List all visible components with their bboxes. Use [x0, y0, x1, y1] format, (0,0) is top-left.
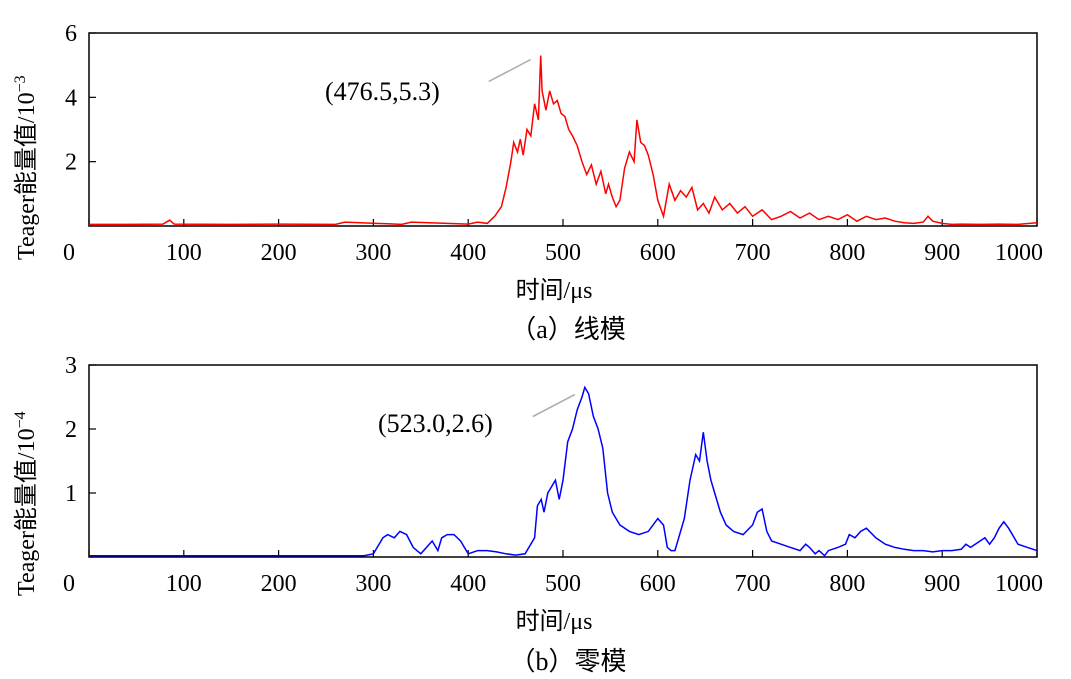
x-tick-label: 200 [261, 571, 297, 597]
y-tick-label: 2 [65, 150, 77, 176]
y-axis-label-b: Teager能量值/10−4 [12, 411, 40, 596]
x-tick-label: 900 [924, 240, 960, 266]
x-tick-label: 800 [829, 240, 865, 266]
x-tick-label: 1000 [995, 240, 1043, 266]
y-axis-label-a: Teager能量值/10−3 [12, 75, 40, 260]
annotation-leader-a [488, 58, 532, 83]
caption-a: （a）线模 [510, 315, 626, 344]
x-axis-label-b: 时间/μs [516, 608, 593, 635]
x-tick-label: 500 [545, 240, 581, 266]
x-tick-label: 300 [355, 571, 391, 597]
y-ticks-b: 1 2 3 [65, 353, 96, 507]
x-tick-label: 300 [355, 240, 391, 266]
x-ticks-a: 0 100 200 300 400 500 600 700 800 900 1000 [63, 219, 1043, 266]
y-tick-label: 6 [65, 21, 77, 47]
x-tick-label: 600 [640, 571, 676, 597]
y-ticks-a: 2 4 6 [65, 21, 96, 176]
x-tick-label: 700 [735, 571, 771, 597]
x-tick-label: 500 [545, 571, 581, 597]
x-ticks-b: 0 100 200 300 400 500 600 700 800 900 1000 [63, 550, 1043, 597]
x-tick-label: 400 [450, 571, 486, 597]
y-axis-label-a-exponent: −3 [12, 75, 29, 92]
y-tick-label: 1 [65, 481, 77, 507]
y-axis-label-b-exponent: −4 [12, 411, 29, 428]
y-axis-label-b-text: Teager能量值/10 [13, 428, 40, 596]
y-tick-label: 3 [65, 353, 77, 379]
y-tick-label: 4 [65, 85, 77, 111]
plot-frame-a [88, 32, 1038, 227]
panel-a: 0 100 200 300 400 500 600 700 800 900 1000 2 4 6 (47… [12, 21, 1043, 344]
annotation-leader-b [532, 393, 576, 418]
annotation-text-a: (476.5,5.3) [325, 77, 440, 106]
x-tick-label: 200 [261, 240, 297, 266]
x-tick-label: 100 [166, 240, 202, 266]
panel-b: 0 100 200 300 400 500 600 700 800 900 1000 1 2 3 (52… [12, 353, 1043, 676]
x-tick-label: 1000 [995, 571, 1043, 597]
y-axis-label-a-text: Teager能量值/10 [13, 92, 40, 260]
x-tick-label: 0 [63, 571, 75, 597]
x-axis-label-a: 时间/μs [516, 277, 593, 304]
annotation-text-b: (523.0,2.6) [378, 409, 493, 438]
x-tick-label: 0 [63, 240, 75, 266]
x-tick-label: 400 [450, 240, 486, 266]
x-tick-label: 100 [166, 571, 202, 597]
caption-b: （b）零模 [509, 647, 626, 676]
plot-frame-b [88, 364, 1038, 558]
x-tick-label: 600 [640, 240, 676, 266]
y-tick-label: 2 [65, 417, 77, 443]
series-line-a [89, 55, 1038, 226]
x-tick-label: 700 [735, 240, 771, 266]
x-tick-label: 800 [829, 571, 865, 597]
series-line-b [89, 385, 1038, 557]
x-tick-label: 900 [924, 571, 960, 597]
